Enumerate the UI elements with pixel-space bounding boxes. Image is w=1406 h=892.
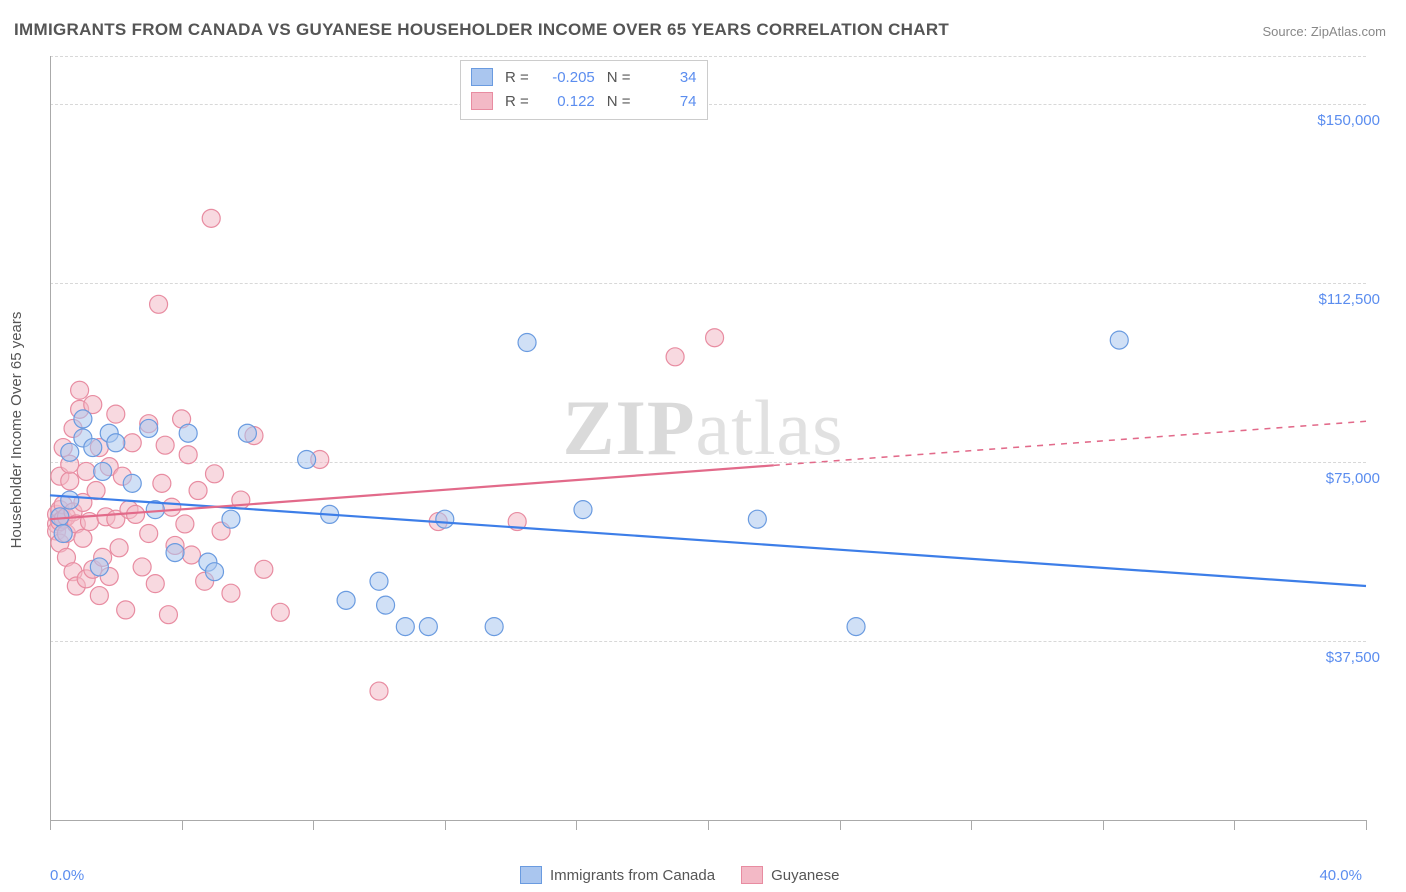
bottom-legend: Immigrants from Canada Guyanese	[520, 866, 839, 884]
scatter-point	[179, 424, 197, 442]
scatter-point	[337, 591, 355, 609]
scatter-point	[90, 558, 108, 576]
x-tick	[1234, 820, 1235, 830]
scatter-point	[189, 482, 207, 500]
legend-swatch-0	[520, 866, 542, 884]
scatter-point	[87, 482, 105, 500]
r-label: R =	[505, 93, 529, 110]
scatter-point	[238, 424, 256, 442]
stats-row-1: R = 0.122 N = 74	[471, 89, 697, 113]
scatter-point	[133, 558, 151, 576]
x-tick-label-max: 40.0%	[1319, 867, 1362, 884]
scatter-point	[377, 596, 395, 614]
chart-title: IMMIGRANTS FROM CANADA VS GUYANESE HOUSE…	[14, 20, 949, 40]
x-tick	[576, 820, 577, 830]
scatter-point	[90, 587, 108, 605]
scatter-point	[706, 329, 724, 347]
n-value-0: 34	[639, 69, 697, 86]
r-value-0: -0.205	[537, 69, 595, 86]
legend-item-0: Immigrants from Canada	[520, 866, 715, 884]
scatter-point	[748, 510, 766, 528]
x-tick	[313, 820, 314, 830]
scatter-point	[153, 474, 171, 492]
scatter-point	[1110, 331, 1128, 349]
scatter-point	[123, 474, 141, 492]
scatter-point	[222, 510, 240, 528]
scatter-point	[156, 436, 174, 454]
n-value-1: 74	[639, 93, 697, 110]
scatter-point	[370, 682, 388, 700]
scatter-point	[518, 334, 536, 352]
scatter-point	[51, 508, 69, 526]
n-label: N =	[607, 69, 631, 86]
scatter-point	[298, 450, 316, 468]
scatter-point	[574, 501, 592, 519]
scatter-point	[666, 348, 684, 366]
scatter-point	[179, 446, 197, 464]
y-axis-label: Householder Income Over 65 years	[8, 312, 25, 549]
scatter-point	[370, 572, 388, 590]
scatter-point	[140, 419, 158, 437]
x-tick-label-min: 0.0%	[50, 867, 84, 884]
scatter-point	[222, 584, 240, 602]
swatch-series-1	[471, 92, 493, 110]
scatter-point	[182, 546, 200, 564]
x-tick	[182, 820, 183, 830]
legend-label-0: Immigrants from Canada	[550, 867, 715, 884]
legend-label-1: Guyanese	[771, 867, 839, 884]
scatter-point	[74, 410, 92, 428]
r-label: R =	[505, 69, 529, 86]
x-tick	[708, 820, 709, 830]
x-tick	[971, 820, 972, 830]
regression-line-extrapolated	[774, 421, 1366, 465]
scatter-point	[107, 434, 125, 452]
legend-item-1: Guyanese	[741, 866, 839, 884]
scatter-point	[127, 505, 145, 523]
scatter-point	[71, 381, 89, 399]
scatter-point	[847, 618, 865, 636]
scatter-point	[117, 601, 135, 619]
scatter-point	[61, 443, 79, 461]
scatter-point	[485, 618, 503, 636]
x-tick	[445, 820, 446, 830]
scatter-point	[123, 434, 141, 452]
scatter-point	[176, 515, 194, 533]
scatter-point	[159, 606, 177, 624]
x-tick	[840, 820, 841, 830]
n-label: N =	[607, 93, 631, 110]
stats-row-0: R = -0.205 N = 34	[471, 65, 697, 89]
scatter-point	[54, 525, 72, 543]
legend-swatch-1	[741, 866, 763, 884]
scatter-point	[74, 529, 92, 547]
scatter-point	[150, 295, 168, 313]
stats-legend: R = -0.205 N = 34 R = 0.122 N = 74	[460, 60, 708, 120]
scatter-point	[77, 462, 95, 480]
scatter-point	[271, 603, 289, 621]
scatter-point	[140, 525, 158, 543]
scatter-point	[146, 575, 164, 593]
swatch-series-0	[471, 68, 493, 86]
scatter-point	[61, 472, 79, 490]
scatter-point	[110, 539, 128, 557]
x-tick	[50, 820, 51, 830]
x-tick	[1103, 820, 1104, 830]
scatter-point	[163, 498, 181, 516]
scatter-point	[166, 544, 184, 562]
source-attribution: Source: ZipAtlas.com	[1262, 24, 1386, 39]
scatter-plot-svg	[50, 56, 1366, 820]
scatter-point	[396, 618, 414, 636]
scatter-point	[436, 510, 454, 528]
r-value-1: 0.122	[537, 93, 595, 110]
scatter-point	[107, 405, 125, 423]
scatter-point	[206, 465, 224, 483]
regression-line	[50, 495, 1366, 586]
scatter-point	[202, 209, 220, 227]
scatter-point	[206, 563, 224, 581]
scatter-point	[61, 491, 79, 509]
scatter-point	[84, 439, 102, 457]
scatter-point	[94, 462, 112, 480]
scatter-point	[419, 618, 437, 636]
x-tick	[1366, 820, 1367, 830]
scatter-point	[255, 560, 273, 578]
